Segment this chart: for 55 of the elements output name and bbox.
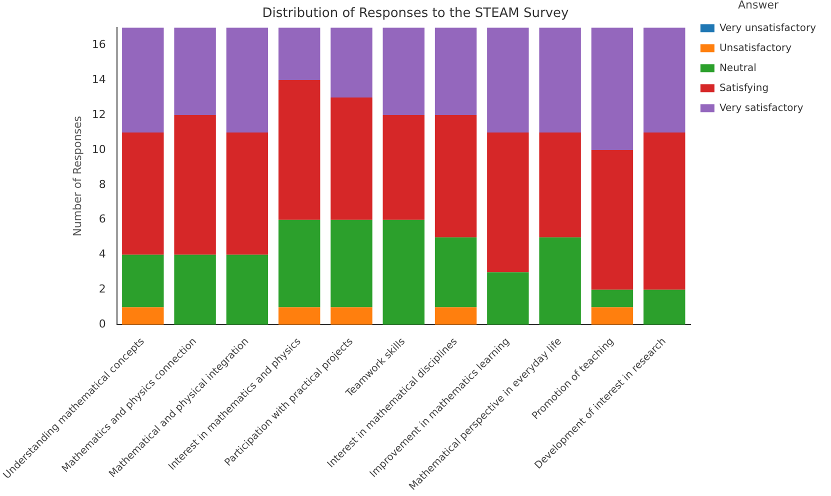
bar: [122, 132, 164, 255]
bar: [434, 237, 477, 308]
bar: [122, 28, 164, 132]
y-tick-label: 0: [98, 318, 106, 331]
bar: [487, 272, 529, 325]
legend-label: Very unsatisfactory: [719, 22, 816, 34]
bar: [278, 80, 320, 220]
y-tick-label: 10: [92, 142, 106, 156]
bar: [382, 220, 424, 325]
bar: [330, 307, 372, 325]
bar: [174, 28, 216, 115]
bar: [539, 237, 581, 325]
bar: [226, 132, 268, 255]
legend-label: Satisfying: [719, 82, 769, 94]
bar: [226, 28, 268, 132]
bar: [278, 307, 320, 325]
bar: [278, 220, 320, 308]
y-tick-label: 2: [98, 282, 106, 296]
legend-label: Neutral: [719, 62, 756, 74]
y-tick-label: 4: [98, 248, 106, 261]
bar: [174, 114, 216, 255]
bar: [644, 132, 686, 290]
bar: [278, 28, 320, 80]
bar: [487, 28, 529, 132]
bar: [539, 28, 581, 132]
y-tick-label: 8: [98, 178, 106, 191]
bar: [591, 307, 634, 325]
bar: [382, 28, 424, 115]
bar: [174, 254, 216, 325]
bar: [644, 290, 686, 325]
y-tick-label: 6: [98, 212, 106, 226]
bar: [122, 254, 164, 308]
bar: [330, 220, 372, 308]
bar: [330, 98, 372, 220]
bar: [487, 132, 529, 272]
bar: [539, 132, 581, 238]
chart-title: Distribution of Responses to the STEAM Survey: [262, 6, 570, 22]
legend-label: Unsatisfactory: [719, 42, 792, 54]
bar: [330, 28, 372, 98]
bar: [434, 28, 477, 115]
bar: [591, 28, 634, 150]
legend-title: Answer: [738, 0, 779, 12]
bar: [226, 254, 268, 325]
y-tick-label: 16: [92, 38, 106, 51]
bar: [122, 307, 164, 325]
bar: [591, 290, 634, 308]
bar: [434, 114, 477, 238]
legend-label: Very satisfactory: [719, 102, 804, 114]
bar: [434, 307, 477, 325]
bar: [382, 114, 424, 220]
y-tick-label: 12: [92, 108, 106, 121]
bar: [591, 150, 634, 290]
bar: [644, 28, 686, 132]
y-tick-label: 14: [92, 72, 106, 86]
y-axis-title: Number of Responses: [71, 116, 84, 236]
